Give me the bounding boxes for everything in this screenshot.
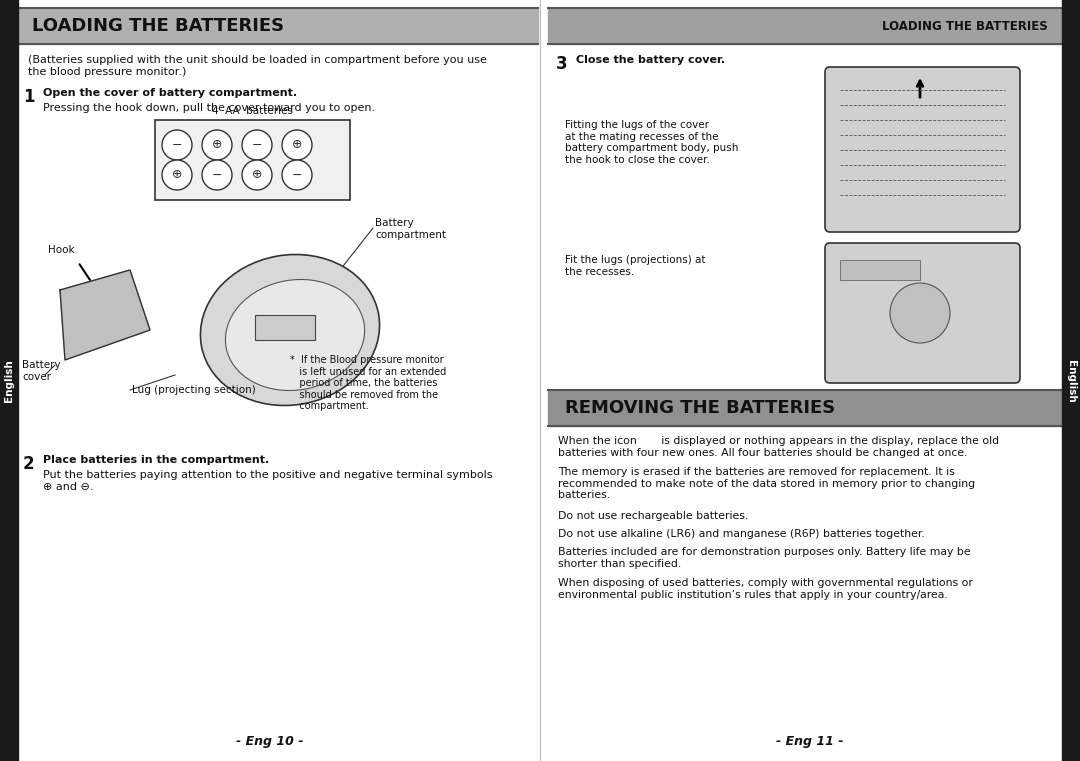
Text: Batteries included are for demonstration purposes only. Battery life may be
shor: Batteries included are for demonstration…	[558, 547, 971, 568]
Text: Hook: Hook	[48, 245, 75, 255]
Circle shape	[162, 160, 192, 190]
Text: When the icon       is displayed or nothing appears in the display, replace the : When the icon is displayed or nothing ap…	[558, 436, 999, 457]
Text: REMOVING THE BATTERIES: REMOVING THE BATTERIES	[565, 399, 835, 417]
Text: Pressing the hook down, pull the cover toward you to open.: Pressing the hook down, pull the cover t…	[43, 103, 375, 113]
Text: When disposing of used batteries, comply with governmental regulations or
enviro: When disposing of used batteries, comply…	[558, 578, 973, 600]
Text: (Batteries supplied with the unit should be loaded in compartment before you use: (Batteries supplied with the unit should…	[28, 55, 487, 77]
Bar	[255, 315, 315, 340]
Polygon shape	[60, 270, 150, 360]
Text: −: −	[212, 168, 222, 182]
Bar	[548, 8, 1062, 44]
Ellipse shape	[201, 254, 379, 406]
Circle shape	[202, 130, 232, 160]
Text: 3: 3	[556, 55, 568, 73]
Text: 2: 2	[23, 455, 35, 473]
Text: Open the cover of battery compartment.: Open the cover of battery compartment.	[43, 88, 297, 98]
Text: - Eng 10 -: - Eng 10 -	[237, 735, 303, 748]
Text: 1: 1	[23, 88, 35, 106]
Circle shape	[242, 160, 272, 190]
Circle shape	[202, 160, 232, 190]
Text: Do not use rechargeable batteries.: Do not use rechargeable batteries.	[558, 511, 748, 521]
FancyBboxPatch shape	[825, 67, 1020, 232]
Text: - Eng 11 -: - Eng 11 -	[777, 735, 843, 748]
Bar	[1062, 0, 1080, 761]
Text: Lug (projecting section): Lug (projecting section)	[132, 385, 256, 395]
Bar	[156, 120, 350, 200]
Circle shape	[242, 130, 272, 160]
Text: −: −	[252, 139, 262, 151]
Text: The memory is erased if the batteries are removed for replacement. It is
recomme: The memory is erased if the batteries ar…	[558, 467, 975, 500]
Bar	[548, 390, 1062, 426]
Text: Place batteries in the compartment.: Place batteries in the compartment.	[43, 455, 269, 465]
Bar	[18, 8, 538, 44]
Bar	[0, 0, 18, 761]
Text: *  If the Blood pressure monitor
   is left unused for an extended
   period of : * If the Blood pressure monitor is left …	[291, 355, 446, 412]
Text: Battery
compartment: Battery compartment	[375, 218, 446, 240]
Circle shape	[282, 130, 312, 160]
Text: Put the batteries paying attention to the positive and negative terminal symbols: Put the batteries paying attention to th…	[43, 470, 492, 492]
Text: Fit the lugs (projections) at
the recesses.: Fit the lugs (projections) at the recess…	[565, 255, 705, 276]
Bar	[840, 260, 920, 280]
Circle shape	[282, 160, 312, 190]
Text: English: English	[1066, 360, 1076, 403]
Text: ⊕: ⊕	[292, 139, 302, 151]
Text: −: −	[292, 168, 302, 182]
Text: Close the battery cover.: Close the battery cover.	[576, 55, 725, 65]
Text: LOADING THE BATTERIES: LOADING THE BATTERIES	[882, 20, 1048, 33]
Circle shape	[162, 130, 192, 160]
Text: ⊕: ⊕	[252, 168, 262, 182]
Text: ⊕: ⊕	[172, 168, 183, 182]
Text: Do not use alkaline (LR6) and manganese (R6P) batteries together.: Do not use alkaline (LR6) and manganese …	[558, 529, 924, 539]
Text: ⊕: ⊕	[212, 139, 222, 151]
Text: Battery
cover: Battery cover	[22, 360, 60, 381]
Text: −: −	[172, 139, 183, 151]
Text: Fitting the lugs of the cover
at the mating recesses of the
battery compartment : Fitting the lugs of the cover at the mat…	[565, 120, 739, 165]
Text: LOADING THE BATTERIES: LOADING THE BATTERIES	[32, 17, 284, 35]
Circle shape	[890, 283, 950, 343]
Text: 4  AA  batteries: 4 AA batteries	[212, 106, 293, 116]
Text: English: English	[4, 360, 14, 403]
Ellipse shape	[226, 279, 365, 390]
FancyBboxPatch shape	[825, 243, 1020, 383]
